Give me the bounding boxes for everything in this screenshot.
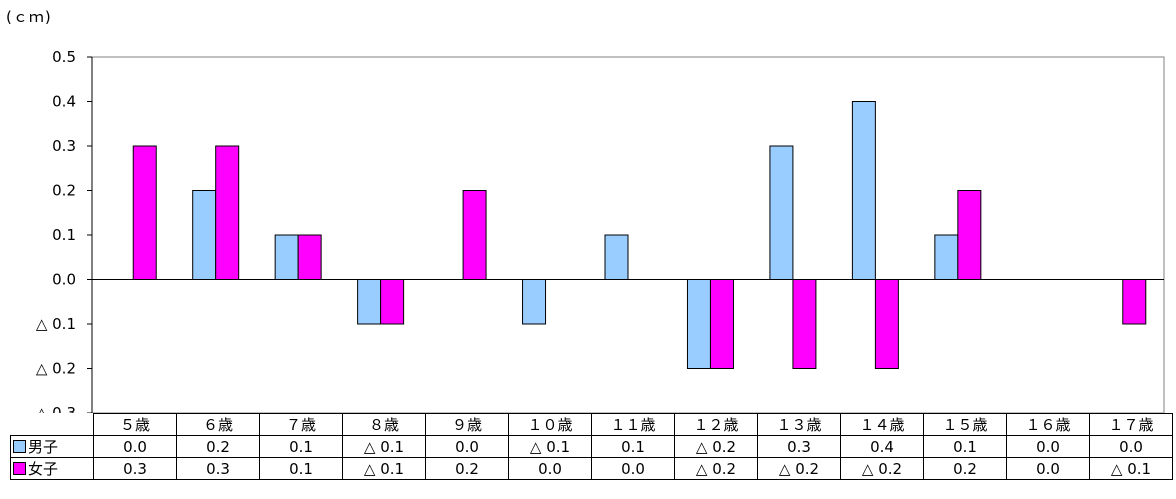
data-label: △ 0.1 [1089,457,1173,480]
x-tick-label: １０歳 [508,413,592,436]
data-label: 0.3 [757,435,841,458]
bar-female [957,190,982,280]
bar-male [851,101,876,280]
x-tick-label: １１歳 [591,413,675,436]
data-label: 0.1 [591,435,675,458]
bar-chart: 0.5 0.4 0.3 0.2 0.1 0.0 △ 0.1 △ 0.2 △ 0.3 [36,48,1165,413]
data-label: 0.0 [425,435,509,458]
y-tick-label: 0.5 [52,48,76,66]
x-tick-label: １５歳 [923,413,1007,436]
y-tick-label: △ 0.1 [36,315,76,333]
data-label: 0.2 [425,457,509,480]
bar-male [192,190,217,280]
data-label: 0.4 [840,435,924,458]
data-label: 0.0 [93,435,177,458]
legend-label: 男子 [28,438,59,456]
y-tick-label: △ 0.3 [36,404,76,413]
legend-label: 女子 [28,460,59,478]
legend-entry: 男子 [10,435,94,458]
x-tick-label: ６歳 [176,413,260,436]
data-label: 0.3 [93,457,177,480]
data-label: 0.3 [176,457,260,480]
table-row: 男子 0.0 0.2 0.1 △ 0.1 0.0 △ 0.1 0.1 △ 0.2 0.3 0.4 0.… [10,435,1173,458]
bar-female [215,145,240,280]
x-tick-label: １３歳 [757,413,841,436]
data-label: △ 0.2 [674,435,758,458]
x-tick-label: ７歳 [259,413,343,436]
x-tick-label: １７歳 [1089,413,1173,436]
data-table: ５歳 ６歳 ７歳 ８歳 ９歳 １０歳 １１歳 １２歳 １３歳 １４歳 １５歳 １６歳 １７歳 男子 0.0 0… [10,413,1173,480]
x-tick-label: ８歳 [342,413,426,436]
data-label: 0.1 [259,457,343,480]
data-label: △ 0.2 [840,457,924,480]
data-label: 0.0 [1006,435,1090,458]
bar-male [934,234,959,280]
data-label: 0.0 [591,457,675,480]
table-corner-cell [10,413,94,436]
bar-female [462,190,487,280]
data-label: 0.0 [508,457,592,480]
bar-female [132,145,157,280]
y-tick-label: 0.4 [52,93,76,111]
data-label: 0.1 [923,435,1007,458]
bar-male [274,234,299,280]
table-row: 女子 0.3 0.3 0.1 △ 0.1 0.2 0.0 0.0 △ 0.2 △ 0.2 △ 0.2… [10,457,1173,480]
x-tick-label: １６歳 [1006,413,1090,436]
data-label: △ 0.2 [674,457,758,480]
data-label: 0.1 [259,435,343,458]
bar-male [357,279,382,325]
legend-swatch [13,440,26,453]
bar-female [792,279,817,369]
bar-female [1122,279,1147,325]
y-tick-label: △ 0.2 [36,360,76,378]
y-tick-label: 0.0 [52,271,76,289]
y-tick-label: 0.3 [52,137,76,155]
x-tick-label: ５歳 [93,413,177,436]
data-label: △ 0.1 [508,435,592,458]
bar-male [604,234,629,280]
x-tick-label: １４歳 [840,413,924,436]
data-label: △ 0.1 [342,457,426,480]
data-label: 0.2 [923,457,1007,480]
bar-female [380,279,405,325]
legend-entry: 女子 [10,457,94,480]
y-axis-unit-label: (ｃｍ) [6,8,52,26]
bar-female [709,279,734,369]
y-tick-label: 0.2 [52,182,76,200]
bar-female [297,234,322,280]
data-label: △ 0.1 [342,435,426,458]
data-label: 0.2 [176,435,260,458]
data-label: 0.0 [1089,435,1173,458]
bar-male [686,279,711,369]
x-tick-label: １２歳 [674,413,758,436]
data-label: 0.0 [1006,457,1090,480]
bar-male [522,279,547,325]
table-header-row: ５歳 ６歳 ７歳 ８歳 ９歳 １０歳 １１歳 １２歳 １３歳 １４歳 １５歳 １６歳 １７歳 [10,413,1173,436]
legend-swatch [13,462,26,475]
bar-female [874,279,899,369]
x-tick-label: ９歳 [425,413,509,436]
data-label: △ 0.2 [757,457,841,480]
y-tick-label: 0.1 [52,226,76,244]
bar-male [769,145,794,280]
